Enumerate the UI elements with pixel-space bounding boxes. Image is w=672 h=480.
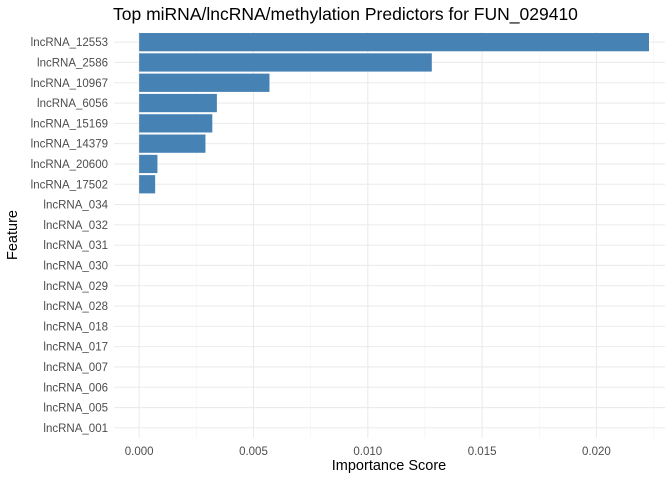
x-axis-title: Importance Score: [332, 458, 446, 474]
bar-lncRNA_17502: [139, 175, 156, 194]
y-tick-label: lncRNA_034: [43, 200, 108, 212]
y-tick-label: lncRNA_001: [43, 423, 108, 435]
y-tick-label: lncRNA_15169: [31, 118, 108, 130]
bar-lncRNA_20600: [139, 154, 158, 174]
y-tick-label: lncRNA_14379: [31, 139, 108, 151]
chart-title: Top miRNA/lncRNA/methylation Predictors …: [113, 4, 578, 25]
bar-lncRNA_6056: [139, 93, 217, 113]
y-axis-tick-labels: lncRNA_12553 lncRNA_2586 lncRNA_10967 lncRN…: [31, 37, 109, 435]
bar-lncRNA_2586: [139, 53, 432, 72]
x-tick-label: 0.010: [353, 446, 382, 458]
y-tick-label: lncRNA_018: [43, 321, 108, 333]
y-tick-label: lncRNA_030: [43, 260, 108, 272]
y-tick-label: lncRNA_20600: [31, 159, 108, 171]
y-tick-label: lncRNA_029: [43, 281, 108, 293]
y-tick-label: lncRNA_12553: [31, 37, 108, 49]
bar-lncRNA_15169: [139, 114, 213, 133]
bars: [139, 33, 649, 194]
y-tick-label: lncRNA_007: [43, 362, 108, 374]
y-tick-label: lncRNA_2586: [37, 57, 108, 69]
y-tick-label: lncRNA_028: [43, 301, 108, 313]
x-tick-label: 0.000: [125, 446, 154, 458]
x-tick-label: 0.005: [239, 446, 268, 458]
y-tick-label: lncRNA_17502: [31, 179, 108, 191]
x-tick-label: 0.020: [582, 446, 611, 458]
x-axis-tick-labels: 0.000 0.005 0.010 0.015 0.020: [125, 446, 611, 458]
y-tick-label: lncRNA_031: [43, 240, 108, 252]
bar-lncRNA_10967: [139, 73, 270, 92]
bar-lncRNA_12553: [139, 33, 649, 52]
bar-lncRNA_14379: [139, 134, 206, 153]
y-tick-label: lncRNA_006: [43, 382, 108, 394]
y-tick-label: lncRNA_032: [43, 220, 108, 232]
x-tick-label: 0.015: [468, 446, 497, 458]
y-tick-label: lncRNA_005: [43, 403, 108, 415]
grid: [114, 32, 665, 438]
y-tick-label: lncRNA_10967: [31, 78, 108, 90]
y-axis-title: Feature: [5, 210, 21, 260]
y-tick-label: lncRNA_6056: [37, 98, 108, 110]
y-tick-label: lncRNA_017: [43, 342, 108, 354]
